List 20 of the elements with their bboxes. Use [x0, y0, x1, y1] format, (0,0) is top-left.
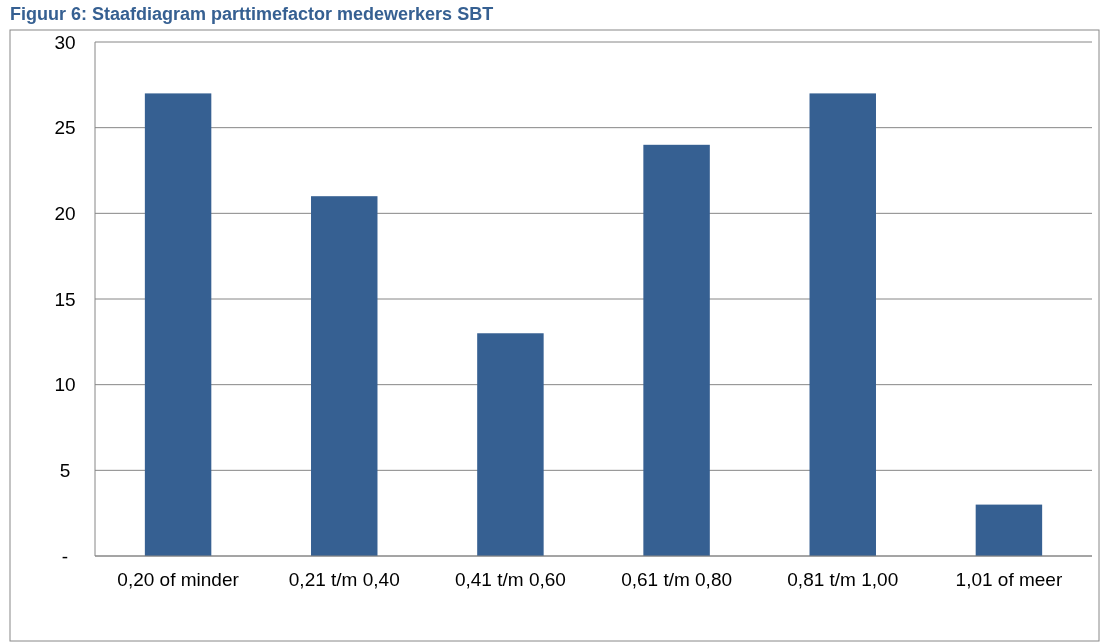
y-tick-label: 20 — [54, 202, 76, 224]
y-tick-label: 10 — [54, 374, 76, 396]
y-tick-label: 15 — [54, 288, 76, 310]
y-tick-label: 25 — [54, 117, 76, 139]
x-tick-label: 0,61 t/m 0,80 — [621, 569, 733, 590]
x-tick-label: 0,20 of minder — [117, 569, 240, 590]
x-tick-label: 0,41 t/m 0,60 — [454, 569, 566, 590]
chart-title: Figuur 6: Staafdiagram parttimefactor medewerkers SBT — [10, 4, 494, 24]
bar — [975, 504, 1043, 556]
x-tick-label: 1,01 of meer — [955, 569, 1063, 590]
y-tick-label: 5 — [59, 459, 71, 481]
bar — [809, 93, 876, 556]
x-tick-label: 0,81 t/m 1,00 — [787, 569, 899, 590]
bar — [311, 196, 378, 556]
bar — [643, 144, 710, 556]
y-tick-label: - — [61, 545, 69, 567]
x-tick-label: 0,21 t/m 0,40 — [288, 569, 400, 590]
bar — [144, 93, 212, 556]
bar — [477, 333, 544, 556]
y-tick-label: 30 — [54, 31, 76, 53]
